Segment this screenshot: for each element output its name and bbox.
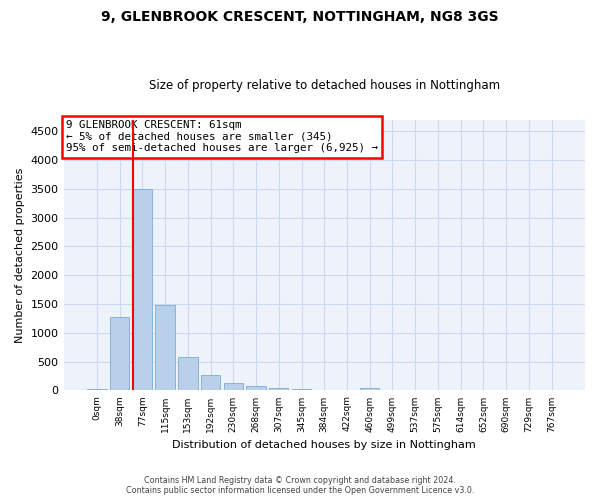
Bar <box>269 388 289 390</box>
Y-axis label: Number of detached properties: Number of detached properties <box>15 168 25 342</box>
Title: Size of property relative to detached houses in Nottingham: Size of property relative to detached ho… <box>149 79 500 92</box>
Text: Contains HM Land Registry data © Crown copyright and database right 2024.
Contai: Contains HM Land Registry data © Crown c… <box>126 476 474 495</box>
Bar <box>87 389 107 390</box>
Bar <box>201 375 220 390</box>
Text: 9 GLENBROOK CRESCENT: 61sqm
← 5% of detached houses are smaller (345)
95% of sem: 9 GLENBROOK CRESCENT: 61sqm ← 5% of deta… <box>66 120 378 154</box>
Bar <box>247 386 266 390</box>
Bar <box>133 188 152 390</box>
Bar <box>155 305 175 390</box>
X-axis label: Distribution of detached houses by size in Nottingham: Distribution of detached houses by size … <box>172 440 476 450</box>
Bar <box>224 383 243 390</box>
Bar <box>110 317 130 390</box>
Bar <box>292 389 311 390</box>
Bar <box>360 388 379 390</box>
Text: 9, GLENBROOK CRESCENT, NOTTINGHAM, NG8 3GS: 9, GLENBROOK CRESCENT, NOTTINGHAM, NG8 3… <box>101 10 499 24</box>
Bar <box>178 358 197 390</box>
